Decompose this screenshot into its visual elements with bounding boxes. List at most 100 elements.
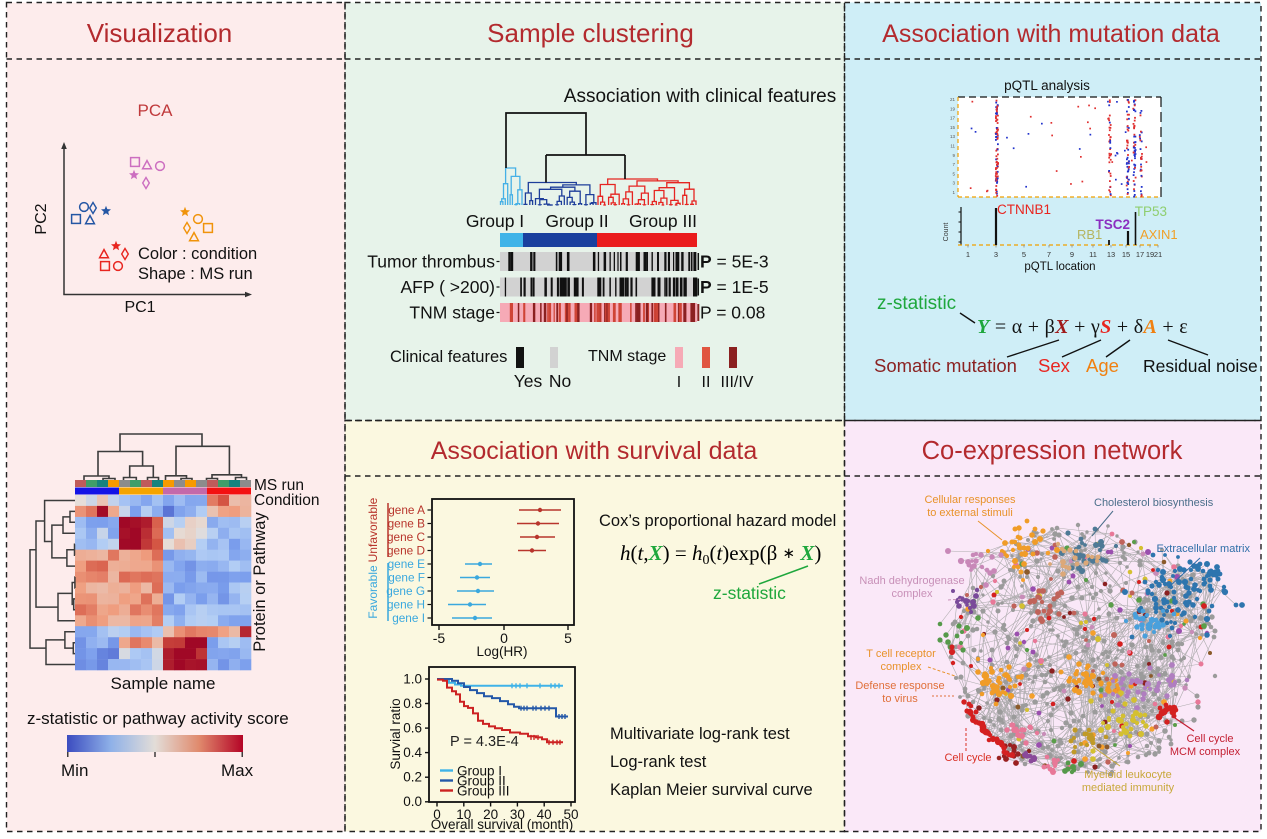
svg-text:Log-rank test: Log-rank test [610, 753, 707, 771]
svg-text:Min: Min [61, 761, 88, 780]
svg-text:P = 4.3E-4: P = 4.3E-4 [450, 734, 519, 750]
svg-text:No: No [549, 371, 571, 391]
svg-text:P = 1E-5: P = 1E-5 [700, 277, 769, 297]
svg-text:15: 15 [1122, 250, 1130, 259]
svg-text:21: 21 [950, 97, 956, 102]
svg-text:to external stimuli: to external stimuli [927, 507, 1013, 519]
svg-text:Association with clinical feat: Association with clinical features [564, 86, 836, 107]
svg-text:gene A: gene A [388, 503, 425, 517]
svg-text:Group II: Group II [457, 774, 506, 789]
svg-text:pQTL location: pQTL location [1024, 261, 1095, 273]
svg-text:P = 0.08: P = 0.08 [700, 303, 765, 323]
svg-text:MCM complex: MCM complex [1170, 746, 1241, 758]
svg-text:21: 21 [1154, 250, 1162, 259]
svg-text:5: 5 [952, 171, 955, 176]
svg-text:0.8: 0.8 [403, 696, 422, 711]
svg-text:z-statistic: z-statistic [713, 583, 786, 603]
svg-text:0.6: 0.6 [403, 721, 422, 736]
svg-text:Group III: Group III [457, 784, 510, 799]
svg-text:Association with survival data: Association with survival data [431, 437, 758, 465]
svg-text:gene G: gene G [386, 584, 425, 598]
svg-text:Condition: Condition [254, 492, 320, 509]
svg-text:Sample name: Sample name [111, 674, 216, 693]
svg-text:complex: complex [881, 661, 922, 673]
svg-text:9: 9 [952, 153, 955, 158]
svg-text:mediated immunity: mediated immunity [1082, 782, 1175, 794]
svg-text:Nadh dehydrogenase: Nadh dehydrogenase [859, 575, 964, 587]
svg-text:Favorable: Favorable [366, 565, 380, 619]
svg-text:Cell cycle: Cell cycle [944, 752, 991, 764]
svg-text:7: 7 [1047, 250, 1051, 259]
svg-text:10: 10 [456, 807, 471, 822]
svg-text:Multivariate log-rank test: Multivariate log-rank test [610, 725, 790, 743]
svg-text:17: 17 [950, 116, 956, 121]
svg-text:PC1: PC1 [124, 299, 155, 316]
svg-text:1: 1 [966, 250, 970, 259]
svg-text:Group II: Group II [545, 211, 608, 231]
svg-text:17: 17 [1136, 250, 1144, 259]
svg-text:Visualization: Visualization [87, 18, 233, 48]
svg-text:Overall survival (month): Overall survival (month) [431, 817, 574, 832]
svg-text:13: 13 [950, 134, 956, 139]
svg-text:CTNNB1: CTNNB1 [997, 202, 1051, 217]
svg-text:50: 50 [563, 807, 578, 822]
svg-text:III/IV: III/IV [721, 374, 754, 391]
svg-text:15: 15 [950, 125, 956, 130]
svg-text:gene H: gene H [387, 598, 425, 612]
svg-text:TNM stage: TNM stage [588, 348, 666, 365]
svg-text:z-statistic: z-statistic [877, 293, 956, 314]
svg-text:TP53: TP53 [1135, 204, 1167, 219]
svg-text:Extracellular matrix: Extracellular matrix [1156, 543, 1250, 555]
svg-text:11: 11 [1089, 250, 1097, 259]
svg-text:Sample clustering: Sample clustering [487, 18, 694, 48]
svg-text:1: 1 [952, 190, 955, 195]
svg-text:pQTL analysis: pQTL analysis [1004, 78, 1090, 93]
svg-text:gene F: gene F [388, 571, 425, 585]
svg-text:Y = α + βX + γS + δA + ε: Y = α + βX + γS + δA + ε [977, 316, 1188, 338]
svg-text:gene E: gene E [388, 557, 426, 571]
svg-text:AFP ( >200): AFP ( >200) [400, 277, 495, 297]
svg-text:Clinical features: Clinical features [390, 348, 507, 366]
svg-text:Group I: Group I [466, 211, 524, 231]
svg-text:Co-expression network: Co-expression network [922, 437, 1183, 465]
svg-text:gene I: gene I [392, 611, 425, 625]
svg-text:TNM stage: TNM stage [409, 303, 495, 323]
svg-text:-5: -5 [433, 630, 446, 646]
svg-text:II: II [702, 374, 711, 391]
svg-text:TSC2: TSC2 [1095, 217, 1130, 232]
svg-text:5: 5 [564, 630, 572, 646]
svg-text:Cellular responses: Cellular responses [924, 494, 1016, 506]
svg-text:Age: Age [1086, 355, 1119, 376]
svg-text:gene C: gene C [387, 530, 426, 544]
svg-text:Group III: Group III [629, 211, 697, 231]
svg-text:RB1: RB1 [1077, 227, 1102, 242]
svg-text:gene D: gene D [387, 544, 425, 558]
svg-text:3: 3 [952, 181, 955, 186]
svg-text:0.4: 0.4 [403, 745, 422, 760]
svg-text:to virus: to virus [882, 693, 918, 705]
svg-text:Protein or Pathway: Protein or Pathway [251, 512, 269, 652]
svg-text:Max: Max [221, 761, 254, 780]
svg-text:Myeloid leukocyte: Myeloid leukocyte [1084, 769, 1171, 781]
svg-text:19: 19 [1146, 250, 1154, 259]
svg-text:Defense response: Defense response [855, 680, 944, 692]
svg-text:T cell receptor: T cell receptor [866, 648, 936, 660]
svg-text:Survial ratio: Survial ratio [388, 698, 403, 769]
svg-text:MS run: MS run [254, 477, 304, 494]
svg-text:Count: Count [943, 223, 950, 242]
svg-text:gene B: gene B [388, 517, 426, 531]
svg-text:PCA: PCA [138, 101, 174, 120]
svg-text:Color : condition: Color : condition [138, 245, 257, 263]
svg-text:13: 13 [1107, 250, 1115, 259]
svg-text:11: 11 [950, 144, 955, 149]
svg-text:Cell cycle: Cell cycle [1186, 733, 1233, 745]
svg-text:3: 3 [994, 250, 998, 259]
svg-text:Cholesterol biosynthesis: Cholesterol biosynthesis [1094, 497, 1214, 509]
svg-text:Residual noise: Residual noise [1143, 356, 1258, 376]
svg-text:P = 5E-3: P = 5E-3 [700, 252, 769, 272]
svg-text:20: 20 [483, 807, 498, 822]
svg-text:30: 30 [510, 807, 525, 822]
svg-text:h(t,X) = h0(t)exp(β ∗ X): h(t,X) = h0(t)exp(β ∗ X) [620, 541, 821, 568]
svg-text:Kaplan Meier survival curve: Kaplan Meier survival curve [610, 781, 813, 799]
svg-text:z-statistic or pathway activit: z-statistic or pathway activity score [27, 709, 289, 728]
